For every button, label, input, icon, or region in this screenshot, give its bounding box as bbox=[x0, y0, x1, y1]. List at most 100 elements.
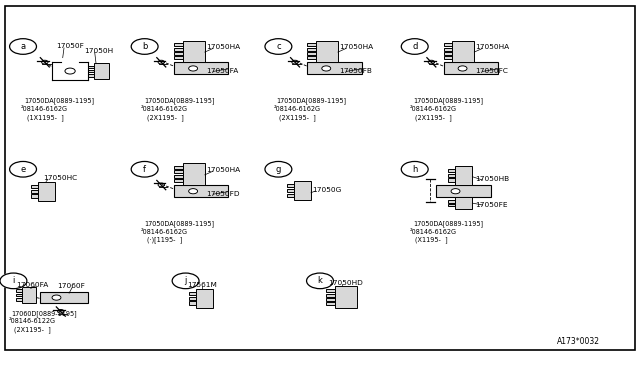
Circle shape bbox=[65, 68, 76, 74]
Bar bbox=[452, 41, 474, 62]
Text: 17050DA[0889-1195]: 17050DA[0889-1195] bbox=[413, 97, 483, 104]
Bar bbox=[174, 56, 182, 59]
Text: ²08146-6162G: ²08146-6162G bbox=[21, 106, 68, 112]
Text: i: i bbox=[12, 276, 15, 285]
Bar bbox=[196, 289, 213, 308]
Circle shape bbox=[158, 60, 164, 64]
Circle shape bbox=[322, 66, 331, 71]
Bar bbox=[448, 169, 455, 172]
Circle shape bbox=[131, 161, 158, 177]
Text: g: g bbox=[276, 165, 281, 174]
Text: 17060F: 17060F bbox=[58, 283, 86, 289]
Text: j: j bbox=[184, 276, 187, 285]
Circle shape bbox=[451, 189, 460, 194]
Text: ²08146-6162G: ²08146-6162G bbox=[410, 106, 456, 112]
Bar bbox=[40, 292, 88, 303]
Bar bbox=[174, 175, 182, 178]
Text: (1X1195-  ]: (1X1195- ] bbox=[27, 114, 63, 121]
Text: (2X1195-  ]: (2X1195- ] bbox=[279, 114, 316, 121]
Bar bbox=[455, 166, 472, 185]
Bar bbox=[307, 44, 316, 46]
Text: 17050HC: 17050HC bbox=[43, 175, 77, 181]
Text: e: e bbox=[20, 165, 26, 174]
Text: 17050HA: 17050HA bbox=[206, 167, 240, 173]
Bar bbox=[94, 63, 109, 79]
Bar bbox=[174, 185, 228, 197]
Bar bbox=[448, 173, 455, 177]
Text: ²08146-6162G: ²08146-6162G bbox=[141, 229, 188, 235]
Circle shape bbox=[401, 161, 428, 177]
Bar bbox=[444, 48, 452, 51]
Bar bbox=[307, 48, 316, 51]
Circle shape bbox=[265, 39, 292, 54]
Text: 17050FA: 17050FA bbox=[206, 68, 238, 74]
Bar bbox=[16, 294, 22, 296]
Text: A173*0032: A173*0032 bbox=[557, 337, 600, 346]
Text: 17050HD: 17050HD bbox=[328, 280, 362, 286]
Text: (2X1195-  ]: (2X1195- ] bbox=[415, 114, 452, 121]
Text: 17050FE: 17050FE bbox=[476, 202, 508, 208]
Text: 17060D[0889-1195]: 17060D[0889-1195] bbox=[12, 310, 77, 317]
Text: ²08146-6162G: ²08146-6162G bbox=[410, 229, 456, 235]
Text: (2X1195-  ]: (2X1195- ] bbox=[14, 326, 51, 333]
Bar bbox=[174, 170, 182, 173]
Bar bbox=[189, 301, 196, 305]
Circle shape bbox=[307, 273, 333, 289]
Circle shape bbox=[52, 295, 61, 300]
Circle shape bbox=[10, 161, 36, 177]
Text: 17050DA[0889-1195]: 17050DA[0889-1195] bbox=[413, 220, 483, 227]
Text: h: h bbox=[412, 165, 417, 174]
Text: d: d bbox=[412, 42, 417, 51]
Bar bbox=[326, 302, 335, 305]
Text: 17050DA[0889-1195]: 17050DA[0889-1195] bbox=[276, 97, 346, 104]
Circle shape bbox=[265, 161, 292, 177]
Text: 17050DA[0889-1195]: 17050DA[0889-1195] bbox=[24, 97, 94, 104]
Bar bbox=[436, 185, 491, 197]
Text: 17050HA: 17050HA bbox=[206, 44, 240, 50]
Bar bbox=[16, 298, 22, 301]
Bar bbox=[88, 74, 94, 77]
Bar bbox=[16, 289, 22, 292]
Text: 17050H: 17050H bbox=[84, 48, 114, 54]
Bar bbox=[335, 286, 357, 308]
Bar bbox=[174, 52, 182, 55]
Circle shape bbox=[158, 183, 164, 187]
Text: b: b bbox=[142, 42, 147, 51]
Bar bbox=[326, 294, 335, 296]
Bar bbox=[316, 41, 338, 62]
Bar bbox=[182, 41, 205, 62]
Text: ²08146-6162G: ²08146-6162G bbox=[141, 106, 188, 112]
Circle shape bbox=[401, 39, 428, 54]
Text: a: a bbox=[20, 42, 26, 51]
Text: ²08146-6162G: ²08146-6162G bbox=[273, 106, 320, 112]
Text: 17050DA[0889-1195]: 17050DA[0889-1195] bbox=[144, 220, 214, 227]
Bar bbox=[38, 182, 55, 201]
Bar bbox=[182, 163, 205, 185]
Bar bbox=[444, 62, 498, 74]
Text: 17060FA: 17060FA bbox=[16, 282, 48, 288]
Text: 17050FD: 17050FD bbox=[206, 191, 239, 197]
Text: c: c bbox=[276, 42, 281, 51]
Circle shape bbox=[189, 66, 198, 71]
Bar bbox=[88, 65, 94, 68]
Circle shape bbox=[458, 66, 467, 71]
Circle shape bbox=[172, 273, 199, 289]
Circle shape bbox=[58, 310, 64, 313]
Text: (X1195-  ]: (X1195- ] bbox=[415, 237, 448, 243]
Bar bbox=[307, 52, 316, 55]
Circle shape bbox=[428, 60, 435, 64]
Text: 17050FC: 17050FC bbox=[476, 68, 508, 74]
Bar bbox=[189, 296, 196, 300]
Circle shape bbox=[292, 60, 298, 64]
Text: ²08146-6122G: ²08146-6122G bbox=[8, 318, 55, 324]
Text: 17050HA: 17050HA bbox=[339, 44, 373, 50]
Text: 17050F: 17050F bbox=[56, 44, 84, 49]
Text: 17050DA[0B89-1195]: 17050DA[0B89-1195] bbox=[144, 97, 214, 104]
Text: (2X1195-  ]: (2X1195- ] bbox=[147, 114, 183, 121]
Text: k: k bbox=[317, 276, 323, 285]
Bar bbox=[326, 298, 335, 301]
Bar bbox=[294, 181, 311, 200]
Bar bbox=[444, 56, 452, 59]
Text: 17050G: 17050G bbox=[312, 187, 342, 193]
Bar bbox=[31, 185, 38, 188]
